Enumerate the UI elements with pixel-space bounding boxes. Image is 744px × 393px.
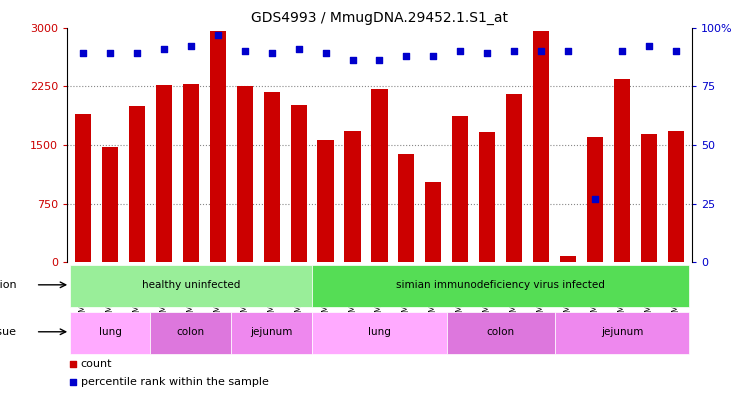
Text: lung: lung — [368, 327, 391, 337]
Point — [670, 48, 682, 54]
Point — [427, 53, 439, 59]
Bar — [129, 106, 145, 262]
Point — [508, 48, 520, 54]
Bar — [426, 182, 441, 262]
Bar — [183, 84, 199, 262]
Point — [400, 53, 412, 59]
Bar — [70, 312, 150, 354]
Bar — [398, 154, 414, 262]
Bar — [641, 134, 657, 262]
Bar — [237, 86, 253, 262]
Bar — [231, 312, 312, 354]
Point — [212, 31, 224, 38]
Bar — [560, 256, 576, 262]
Text: jejunum: jejunum — [600, 327, 643, 337]
Bar — [210, 31, 226, 262]
Bar — [312, 312, 447, 354]
Point — [266, 50, 278, 57]
Point — [158, 46, 170, 52]
Point — [616, 48, 628, 54]
Bar — [533, 31, 549, 262]
Point — [292, 46, 304, 52]
Text: infection: infection — [0, 280, 17, 290]
Point — [455, 48, 466, 54]
Bar — [318, 140, 333, 262]
Point — [535, 48, 547, 54]
Text: tissue: tissue — [0, 327, 17, 337]
Bar — [344, 131, 361, 262]
Point — [185, 43, 197, 50]
Bar — [452, 116, 468, 262]
Bar — [447, 312, 554, 354]
Text: jejunum: jejunum — [251, 327, 293, 337]
Text: colon: colon — [177, 327, 205, 337]
Point — [104, 50, 116, 57]
Point — [77, 50, 89, 57]
Text: count: count — [80, 360, 112, 369]
Text: healthy uninfected: healthy uninfected — [141, 280, 240, 290]
Bar — [554, 312, 689, 354]
Point — [589, 196, 601, 202]
Bar — [667, 131, 684, 262]
Bar — [263, 92, 280, 262]
Point — [643, 43, 655, 50]
Bar — [102, 147, 118, 262]
Bar — [371, 89, 388, 262]
Bar — [75, 114, 92, 262]
Bar — [479, 132, 496, 262]
Point — [562, 48, 574, 54]
Bar — [506, 94, 522, 262]
Text: colon: colon — [487, 327, 515, 337]
Point — [239, 48, 251, 54]
Bar — [150, 312, 231, 354]
Point — [347, 57, 359, 64]
Text: lung: lung — [99, 327, 121, 337]
Point — [320, 50, 332, 57]
Bar — [155, 85, 172, 262]
Point — [430, 310, 442, 316]
Point — [430, 145, 442, 152]
Bar — [587, 137, 603, 262]
Title: GDS4993 / MmugDNA.29452.1.S1_at: GDS4993 / MmugDNA.29452.1.S1_at — [251, 11, 508, 25]
Bar — [312, 264, 689, 307]
Text: percentile rank within the sample: percentile rank within the sample — [80, 378, 269, 387]
Bar — [70, 264, 312, 307]
Bar — [614, 79, 630, 262]
Text: simian immunodeficiency virus infected: simian immunodeficiency virus infected — [397, 280, 605, 290]
Bar — [291, 105, 307, 262]
Point — [131, 50, 143, 57]
Point — [481, 50, 493, 57]
Point — [373, 57, 385, 64]
